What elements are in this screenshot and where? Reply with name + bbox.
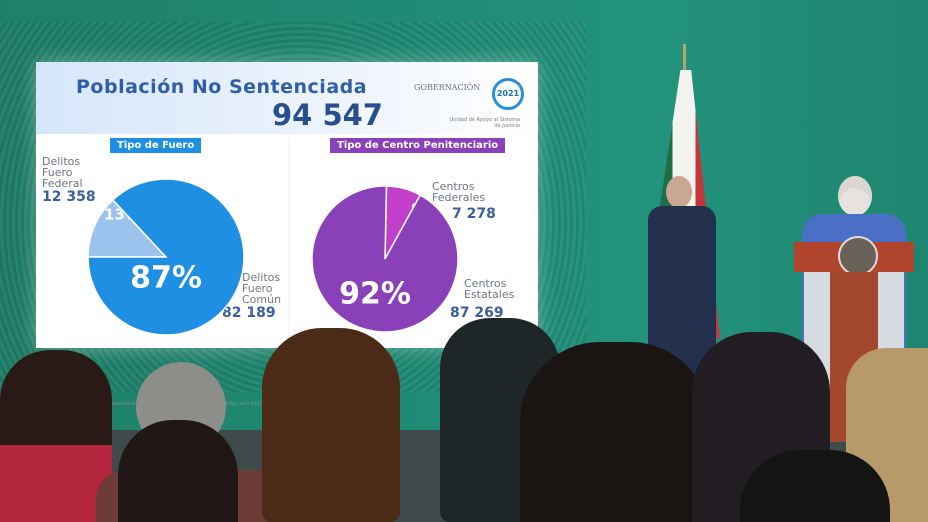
chart-title-centro: Tipo de Centro Penitenciario [330,138,506,153]
pie-slice [87,198,168,258]
pie-percent-label: 87% [130,261,202,296]
label-cest: Centros Estatales [464,277,515,301]
screen-header: Población No Sentenciada 94 547 GOBERNAC… [36,62,538,134]
gobernacion-logo: GOBERNACIÓN [414,83,481,92]
audience-member [740,450,890,522]
presentation-screen: Población No Sentenciada 94 547 GOBERNAC… [36,62,538,407]
label-cfed: Centros Federales [432,180,486,204]
label-comun: Delitos Fuero Común [242,271,282,306]
audience-member [262,328,400,522]
audience-member-shirt [0,445,112,522]
value-cest: 87 269 [450,305,504,321]
national-seal-icon [838,236,878,276]
pie-slice [311,185,459,333]
total-value: 94 547 [272,98,383,132]
chart-title-fuero: Tipo de Fuero [110,138,202,153]
pie-slice [87,178,245,336]
value-federal: 12 358 [42,189,96,205]
slide-title: Población No Sentenciada [76,76,368,98]
pie-charts: 13%87%8%92% [87,178,459,336]
unit-text: Unidad de Apoyo al Sistema de Justicia [449,117,520,129]
audience-member [520,342,710,522]
value-comun: 82 189 [222,305,276,321]
speaker-head [838,176,872,216]
audience-member [118,420,238,522]
man-head [666,176,692,208]
value-cfed: 7 278 [452,206,496,222]
seal-2021-logo: 2021 [492,78,524,110]
label-federal: Delitos Fuero Federal [42,155,83,190]
pie-percent-label: 92% [339,277,411,312]
